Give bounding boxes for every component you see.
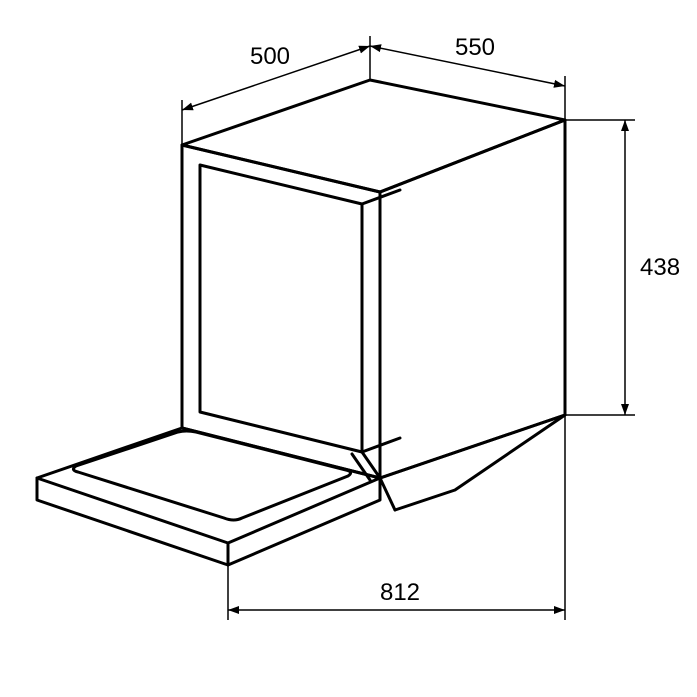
dimension-height-label: 438 [640, 254, 680, 281]
dimension-depth-label: 500 [250, 43, 290, 70]
dimension-depth-open-label: 812 [380, 579, 420, 606]
dimension-depth-open: 812 [228, 415, 565, 620]
dimension-width: 550 [370, 34, 565, 120]
dimension-width-label: 550 [455, 34, 495, 61]
dimension-height: 438 [565, 120, 680, 415]
dimension-diagram: 500 550 438 812 [0, 0, 697, 697]
appliance-body [37, 80, 565, 565]
